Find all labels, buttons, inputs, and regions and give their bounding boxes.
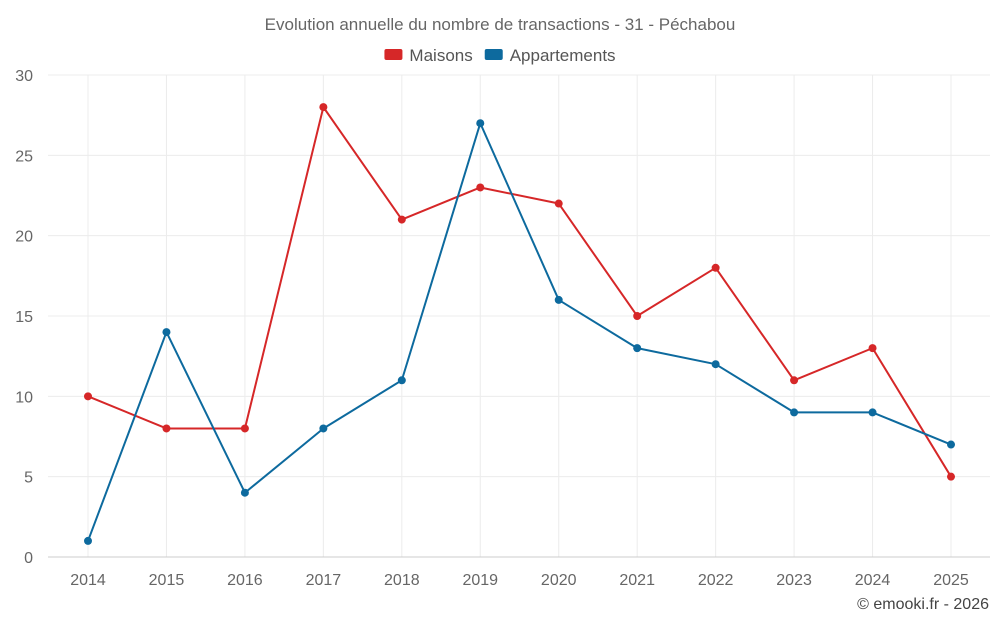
y-tick-label: 0 — [24, 550, 33, 567]
legend-swatch-maisons — [384, 49, 403, 60]
data-point-maisons[interactable] — [240, 424, 249, 433]
data-point-maisons[interactable] — [84, 392, 92, 401]
data-point-maisons[interactable] — [476, 183, 485, 192]
data-point-maisons[interactable] — [554, 199, 563, 208]
series-appartements — [84, 119, 955, 545]
x-tick-label: 2017 — [306, 572, 342, 589]
data-point-appartements[interactable] — [790, 408, 799, 417]
data-point-maisons[interactable] — [397, 215, 406, 224]
data-point-appartements[interactable] — [397, 376, 406, 385]
data-point-appartements[interactable] — [319, 424, 328, 433]
data-point-appartements[interactable] — [554, 295, 563, 304]
data-point-appartements[interactable] — [868, 408, 877, 417]
data-point-maisons[interactable] — [633, 312, 642, 320]
x-axis: 2014 2015 2016 2017 2018 2019 2020 2021 2022 2023… — [70, 572, 969, 589]
y-tick-label: 20 — [15, 229, 33, 246]
x-tick-label: 2014 — [70, 572, 106, 589]
x-tick-label: 2016 — [227, 572, 263, 589]
x-tick-label: 2025 — [933, 572, 969, 589]
data-point-maisons[interactable] — [947, 472, 955, 481]
data-point-maisons[interactable] — [162, 424, 171, 433]
data-point-appartements[interactable] — [84, 536, 92, 545]
legend-label-maisons: Maisons — [409, 46, 472, 65]
x-tick-label: 2021 — [619, 572, 655, 589]
y-tick-label: 10 — [15, 389, 33, 406]
data-point-maisons[interactable] — [868, 344, 877, 353]
y-tick-label: 5 — [24, 470, 33, 487]
x-tick-label: 2020 — [541, 572, 577, 589]
legend: Maisons Appartements — [384, 46, 616, 65]
series-group — [84, 103, 955, 545]
legend-label-appartements: Appartements — [510, 46, 616, 65]
x-tick-label: 2018 — [384, 572, 420, 589]
data-point-appartements[interactable] — [240, 488, 249, 497]
x-tick-label: 2022 — [698, 572, 734, 589]
data-point-maisons[interactable] — [790, 376, 799, 385]
chart-title: Evolution annuelle du nombre de transact… — [265, 15, 736, 34]
x-tick-label: 2024 — [855, 572, 891, 589]
y-tick-label: 15 — [15, 309, 33, 326]
data-point-appartements[interactable] — [711, 360, 720, 369]
x-tick-label: 2019 — [462, 572, 498, 589]
data-point-maisons[interactable] — [319, 103, 328, 112]
credit-text: © emooki.fr - 2026 — [857, 596, 989, 613]
y-tick-label: 30 — [15, 68, 33, 85]
data-point-appartements[interactable] — [633, 344, 642, 353]
y-tick-label: 25 — [15, 148, 33, 165]
legend-swatch-appartements — [484, 49, 503, 60]
data-point-appartements[interactable] — [476, 119, 485, 128]
data-point-appartements[interactable] — [947, 440, 955, 449]
series-line-maisons — [87, 106, 952, 478]
data-point-maisons[interactable] — [711, 263, 720, 272]
series-maisons — [84, 103, 955, 481]
x-tick-label: 2015 — [149, 572, 185, 589]
grid — [48, 74, 990, 558]
data-point-appartements[interactable] — [162, 328, 171, 337]
x-tick-label: 2023 — [776, 572, 812, 589]
y-axis: 0 5 10 15 20 25 30 — [15, 68, 33, 567]
series-line-appartements — [87, 122, 952, 542]
